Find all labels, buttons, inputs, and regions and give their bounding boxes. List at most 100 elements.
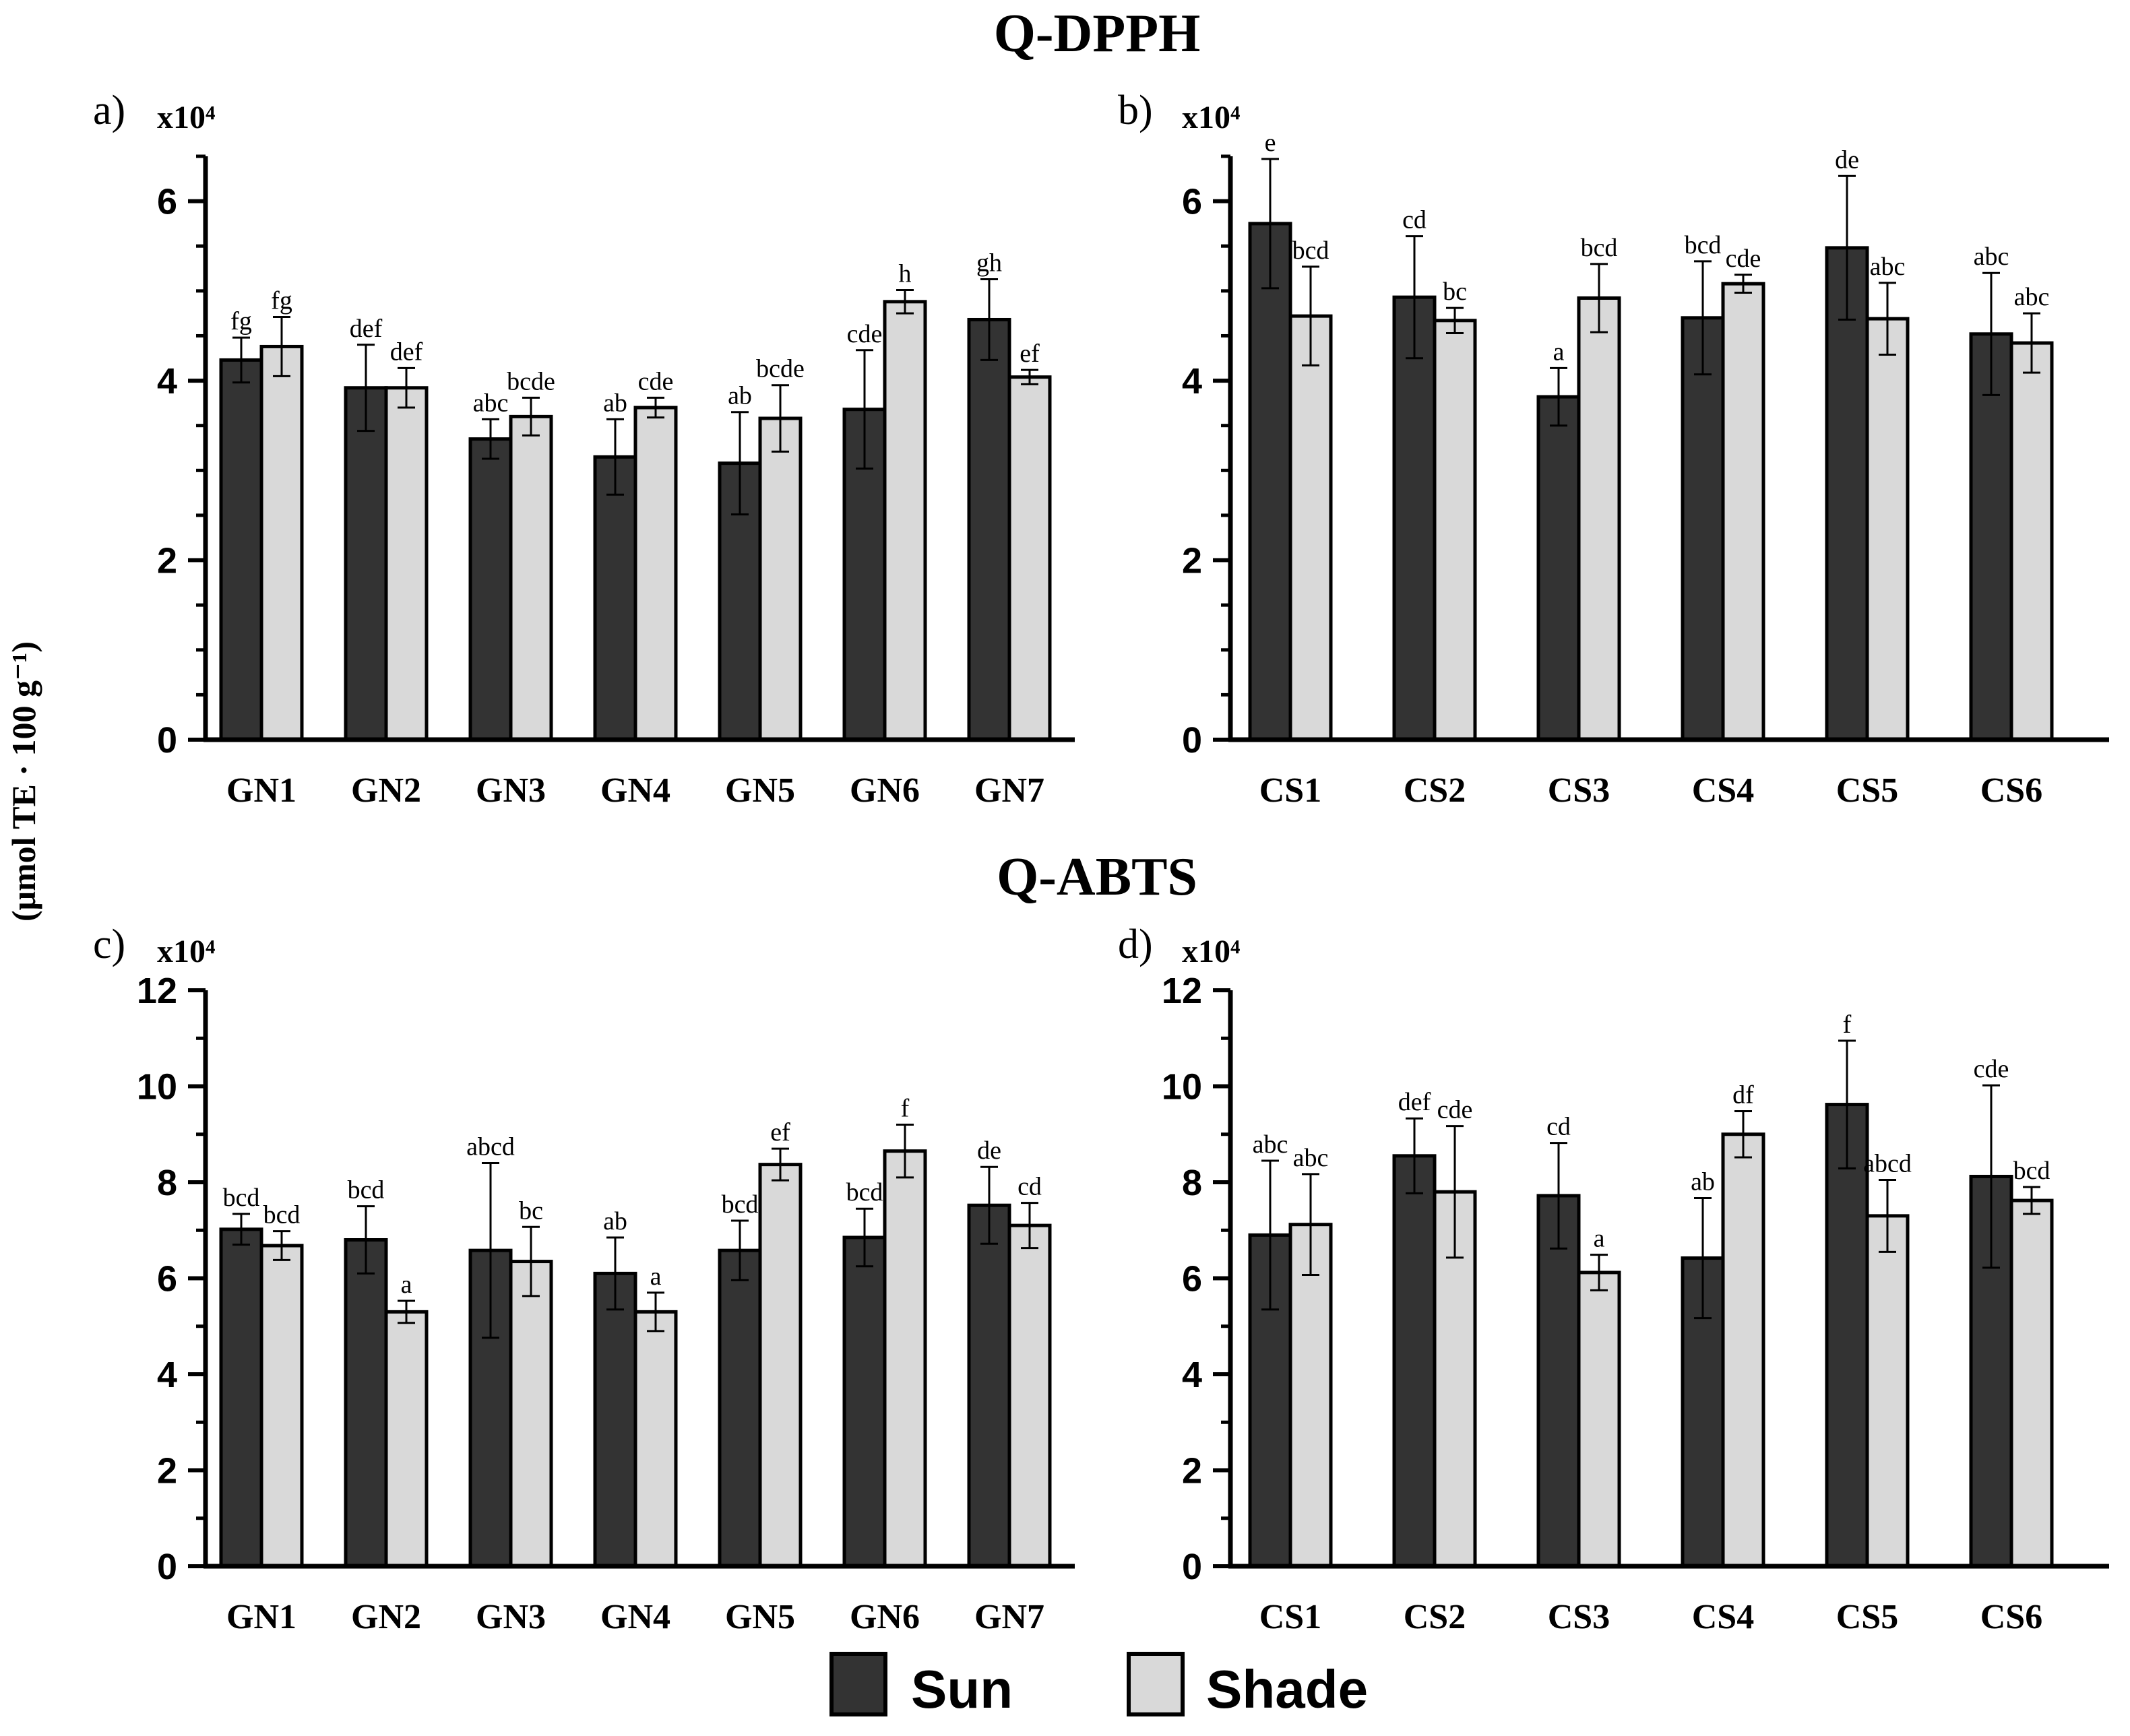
category-label-cs6: CS6 [1980,1598,2042,1636]
significance-letter: cde [1437,1096,1473,1124]
category-label-cs5: CS5 [1836,1598,1898,1636]
y-tick-label: 10 [1162,1067,1202,1107]
y-tick-label: 4 [1182,361,1202,401]
significance-letter: cde [847,320,883,348]
significance-letter: a [1594,1225,1605,1253]
y-tick-label: 2 [1182,1451,1202,1491]
bar-sun-gn7 [967,317,1011,742]
y-tick-label: 6 [1182,182,1202,222]
significance-letter: abc [1253,1130,1288,1159]
bar-sun-cs2 [1392,295,1437,742]
bar-sun-gn3 [468,437,513,742]
significance-letter: ab [728,382,752,410]
y-tick-label: 8 [1182,1163,1202,1203]
significance-letter: def [1398,1088,1431,1116]
y-tick-label: 4 [157,1355,177,1395]
bar-sun-gn4 [593,455,637,742]
significance-letter: cd [1402,206,1427,234]
y-tick-label: 2 [157,541,177,581]
significance-letter: bc [519,1196,543,1225]
significance-letter: ab [603,389,627,417]
significance-letter: bcd [1292,236,1329,265]
category-label-cs4: CS4 [1692,771,1754,810]
section-title-dpph: Q-DPPH [994,4,1201,63]
category-label-cs5: CS5 [1836,771,1898,810]
category-label-cs6: CS6 [1980,771,2042,810]
bar-shade-gn4 [633,406,678,742]
bar-sun-cs2 [1392,1154,1437,1568]
y-tick-label: 0 [1182,1547,1202,1587]
category-label-gn7: GN7 [974,771,1044,810]
y-tick-label: 0 [157,1547,177,1587]
significance-letter: bcd [846,1178,883,1207]
significance-letter: de [1835,146,1859,174]
bar-sun-gn7 [967,1203,1011,1568]
significance-letter: gh [976,249,1002,278]
significance-letter: abc [473,389,509,417]
bar-shade-cs4 [1721,1132,1765,1568]
y-tick-label: 12 [1162,971,1202,1011]
panel-a-chart: a) x10⁴0246fgfgGN1defdefGN2abcbcdeGN3abcd… [93,88,1075,810]
significance-letter: ef [770,1118,790,1147]
significance-letter: a [401,1271,412,1299]
y-tick-label: 0 [1182,720,1202,761]
y-tick-label: 12 [137,971,177,1011]
significance-letter: abcd [1863,1149,1912,1178]
category-label-gn5: GN5 [725,771,795,810]
bar-shade-cs5 [1865,1214,1910,1568]
axis-multiplier: x10⁴ [1182,100,1240,135]
bar-shade-gn6 [883,1149,927,1568]
significance-letter: bc [1443,278,1467,306]
legend-label-shade: Shade [1206,1659,1368,1719]
significance-letter: ab [603,1207,627,1235]
bar-sun-gn1 [219,358,263,742]
significance-letter: f [901,1095,910,1123]
category-label-cs4: CS4 [1692,1598,1754,1636]
significance-letter: df [1732,1081,1754,1110]
axis-multiplier: x10⁴ [157,100,215,135]
category-label-cs1: CS1 [1259,771,1321,810]
axis-multiplier: x10⁴ [157,934,215,969]
axis-multiplier: x10⁴ [1182,934,1240,969]
legend-swatch-sun [829,1652,887,1716]
significance-letter: abc [2014,283,2050,311]
bar-shade-gn2 [384,1310,429,1568]
y-tick-label: 6 [1182,1259,1202,1299]
y-axis-title: (μmol TE · 100 g⁻¹) [5,641,42,922]
significance-letter: f [1843,1010,1852,1039]
significance-letter: def [350,315,383,343]
bar-shade-cs1 [1288,1223,1333,1568]
category-label-gn4: GN4 [600,771,670,810]
category-label-cs1: CS1 [1259,1598,1321,1636]
significance-letter: h [899,260,912,288]
bar-sun-gn6 [842,1235,887,1568]
significance-letter: bcde [507,367,555,395]
significance-letter: fg [230,307,252,335]
bar-sun-cs3 [1536,395,1581,742]
panel-c-chart: c) x10⁴024681012bcdbcdGN1bcdaGN2abcdbcGN3… [93,922,1075,1636]
bar-sun-cs1 [1248,222,1292,742]
bar-sun-cs5 [1825,246,1869,742]
bar-shade-gn6 [883,300,927,742]
significance-letter: cde [1726,245,1761,273]
significance-letter: fg [271,286,292,315]
bar-sun-gn2 [344,386,388,742]
bar-shade-gn3 [509,1260,553,1568]
category-label-gn6: GN6 [850,771,920,810]
bar-sun-gn4 [593,1271,637,1568]
significance-letter: cd [1017,1173,1042,1201]
y-tick-label: 8 [157,1163,177,1203]
bar-shade-cs3 [1577,1271,1621,1568]
significance-letter: bcd [263,1201,301,1229]
significance-letter: bcd [1685,231,1722,259]
bar-sun-gn1 [219,1227,263,1568]
category-label-gn4: GN4 [600,1598,670,1636]
bar-shade-gn5 [758,416,803,742]
category-label-gn5: GN5 [725,1598,795,1636]
bar-sun-cs4 [1681,316,1725,742]
category-label-cs3: CS3 [1548,1598,1610,1636]
category-label-cs3: CS3 [1548,771,1610,810]
category-label-cs2: CS2 [1404,1598,1466,1636]
bar-shade-gn7 [1007,1223,1052,1568]
bar-sun-cs5 [1825,1103,1869,1568]
